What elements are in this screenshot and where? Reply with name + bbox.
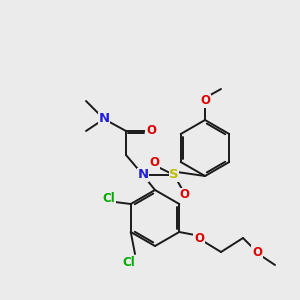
Text: O: O [194,232,204,244]
Text: O: O [179,188,189,202]
Text: N: N [98,112,110,125]
Text: O: O [146,124,156,136]
Text: Cl: Cl [103,191,116,205]
Text: S: S [169,169,179,182]
Text: O: O [252,245,262,259]
Text: O: O [200,94,210,107]
Text: N: N [137,169,148,182]
Text: O: O [149,157,159,169]
Text: Cl: Cl [123,256,135,268]
